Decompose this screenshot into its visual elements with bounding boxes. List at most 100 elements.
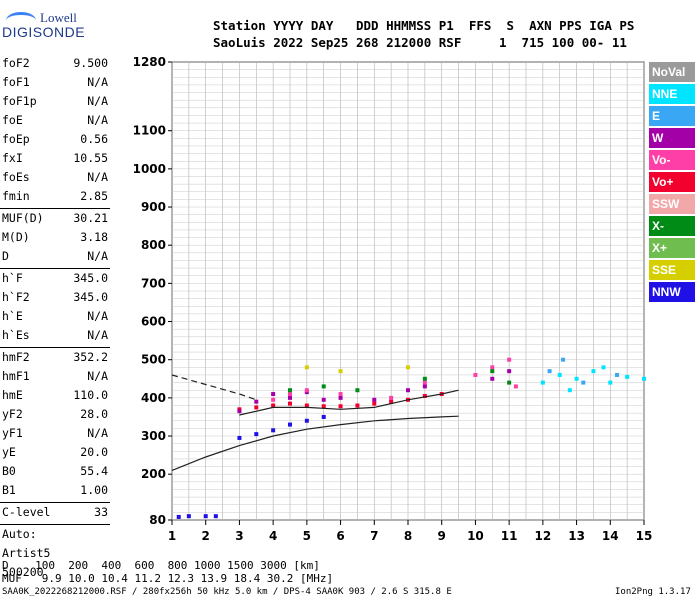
param-row: yE 20.0 xyxy=(0,445,110,464)
y-tick-label: 200 xyxy=(141,467,166,481)
y-tick-label: 500 xyxy=(141,353,166,367)
param-row: B0 55.4 xyxy=(0,464,110,483)
param-value: N/A xyxy=(87,94,108,108)
data-point xyxy=(507,380,512,385)
trace-curve xyxy=(239,389,459,416)
param-value: 55.4 xyxy=(80,464,108,478)
param-row: hmF1 N/A xyxy=(0,369,110,388)
data-point xyxy=(422,393,427,398)
param-row: h`F 345.0 xyxy=(0,271,110,290)
y-tick-label: 300 xyxy=(141,429,166,443)
data-point xyxy=(406,388,410,393)
param-key: D xyxy=(2,249,9,263)
param-key: fmin xyxy=(2,189,30,203)
data-point xyxy=(271,403,276,408)
x-tick-label: 11 xyxy=(501,529,518,543)
param-key: fxI xyxy=(2,151,23,165)
data-point xyxy=(338,404,343,409)
data-point xyxy=(507,369,512,374)
data-point xyxy=(389,395,394,400)
param-value: 110.0 xyxy=(73,388,108,402)
y-tick-label: 400 xyxy=(141,391,166,405)
data-point xyxy=(601,365,606,370)
footer-file-info: SAA0K_2022268212000.RSF / 280fx256h 50 k… xyxy=(2,587,452,597)
param-key: yE xyxy=(2,445,16,459)
param-key: h`F2 xyxy=(2,290,30,304)
data-point xyxy=(490,369,495,374)
param-value: N/A xyxy=(87,249,108,263)
data-point xyxy=(372,397,377,402)
param-key: foF1p xyxy=(2,94,37,108)
legend-item: NoVal xyxy=(649,62,695,82)
data-point xyxy=(304,403,309,408)
data-point xyxy=(338,395,343,400)
data-point xyxy=(642,376,646,381)
param-row: C-level 33 xyxy=(0,505,110,524)
data-point xyxy=(406,365,410,370)
data-point xyxy=(271,397,276,402)
param-row: MUF(D) 30.21 xyxy=(0,211,110,230)
data-point xyxy=(490,376,495,381)
legend-item: W xyxy=(649,128,695,148)
auto-text: 500200 xyxy=(2,565,44,579)
param-value: N/A xyxy=(87,369,108,383)
y-tick-label: 700 xyxy=(141,276,166,290)
param-key: hmF2 xyxy=(2,350,30,364)
x-tick-label: 9 xyxy=(438,529,446,543)
param-row: h`Es N/A xyxy=(0,328,110,347)
param-value: 30.21 xyxy=(73,211,108,225)
param-key: yF1 xyxy=(2,426,23,440)
y-tick-label: 800 xyxy=(141,238,166,252)
footer-muf-line: MUF 9.9 10.0 10.4 11.2 12.3 13.9 18.4 30… xyxy=(2,572,334,585)
header-line-1: Station YYYY DAY DDD HHMMSS P1 FFS S AXN… xyxy=(213,18,635,33)
legend-item: NNW xyxy=(649,282,695,302)
legend-item: NNE xyxy=(649,84,695,104)
data-point xyxy=(513,384,518,389)
data-point xyxy=(355,388,360,393)
param-key: C-level xyxy=(2,505,51,519)
data-point xyxy=(271,392,276,397)
legend: NoVal NNE E W Vo- Vo+ SSW X- X+ SSE NNW xyxy=(649,62,695,304)
param-value: 345.0 xyxy=(73,290,108,304)
param-row: foE N/A xyxy=(0,113,110,132)
data-point xyxy=(254,432,259,437)
data-point xyxy=(338,392,343,397)
parameter-panel: foF2 9.500 foF1 N/A foF1p N/A foE N/A foEp 0.56 fx… xyxy=(0,56,110,584)
param-row: fmin 2.85 xyxy=(0,189,110,208)
data-point xyxy=(203,514,208,519)
param-row: B1 1.00 xyxy=(0,483,110,502)
data-point xyxy=(567,388,572,393)
data-point xyxy=(625,374,630,379)
param-value: N/A xyxy=(87,426,108,440)
param-separator xyxy=(0,347,110,348)
param-value: 1.00 xyxy=(80,483,108,497)
x-tick-label: 4 xyxy=(269,529,277,543)
data-point xyxy=(288,395,292,400)
data-point xyxy=(591,369,596,374)
param-value: 2.85 xyxy=(80,189,108,203)
data-point xyxy=(615,372,620,377)
footer-d-line: D 100 200 400 600 800 1000 1500 3000 [km… xyxy=(2,559,320,572)
param-key: foF1 xyxy=(2,75,30,89)
data-point xyxy=(547,369,552,374)
param-separator xyxy=(0,268,110,269)
param-value: 9.500 xyxy=(73,56,108,70)
param-row: h`F2 345.0 xyxy=(0,290,110,309)
legend-item: X- xyxy=(649,216,695,236)
lowell-digisonde-logo: Lowell DIGISONDE xyxy=(2,10,85,50)
data-point xyxy=(608,380,613,385)
param-value: N/A xyxy=(87,309,108,323)
param-key: foF2 xyxy=(2,56,30,70)
param-value: 3.18 xyxy=(80,230,108,244)
legend-item: Vo- xyxy=(649,150,695,170)
data-point xyxy=(304,418,309,423)
param-key: yF2 xyxy=(2,407,23,421)
data-point xyxy=(422,384,427,389)
y-tick-label: 600 xyxy=(141,315,166,329)
data-point xyxy=(422,380,427,385)
trace-curve xyxy=(171,415,459,471)
data-point xyxy=(288,388,292,393)
y-tick-label: 1000 xyxy=(133,162,166,176)
y-tick-label: 80 xyxy=(149,513,166,527)
data-point xyxy=(304,388,309,393)
